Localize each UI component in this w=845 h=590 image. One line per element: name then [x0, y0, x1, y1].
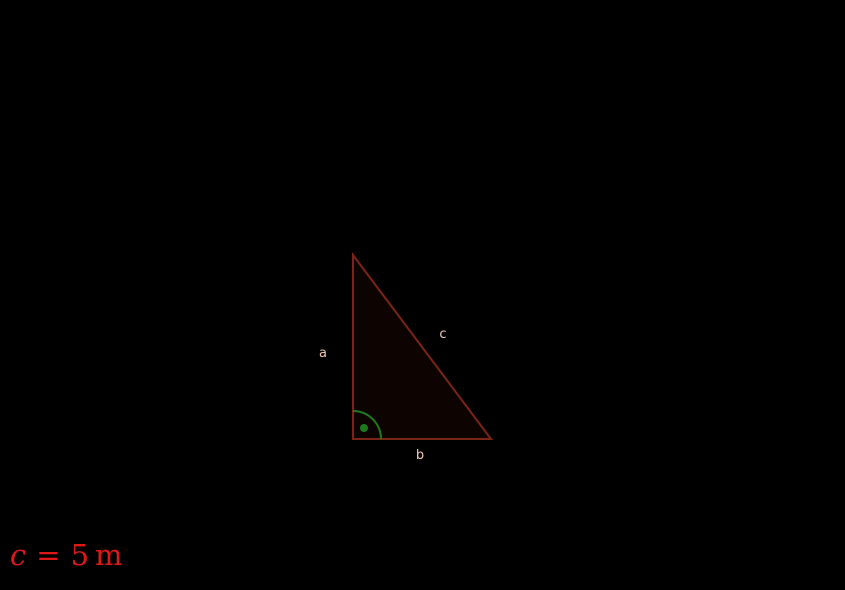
- side-label-b: b: [416, 448, 424, 463]
- right-angle-arc: [352, 410, 382, 440]
- formula-unit: m: [95, 538, 123, 572]
- formula-value: 5: [70, 538, 90, 572]
- side-label-c: c: [439, 327, 446, 342]
- formula-variable: c: [10, 538, 27, 572]
- formula: c = 5 m: [10, 538, 123, 572]
- side-label-a: a: [319, 346, 327, 361]
- formula-equals: =: [36, 538, 61, 572]
- triangle: [352, 252, 493, 440]
- right-angle-dot: [360, 424, 368, 432]
